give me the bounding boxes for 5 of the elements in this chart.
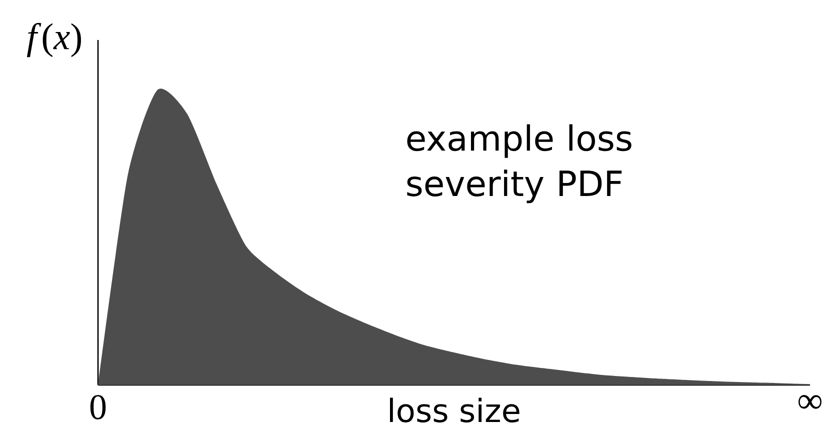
- x-tick-label: 0: [90, 395, 106, 420]
- annotation: example loss severity PDF: [407, 124, 632, 204]
- y-axis-title: f(x): [26, 22, 81, 58]
- x-axis-title: loss size: [390, 398, 520, 422]
- x-tick-label: ∞: [798, 395, 822, 409]
